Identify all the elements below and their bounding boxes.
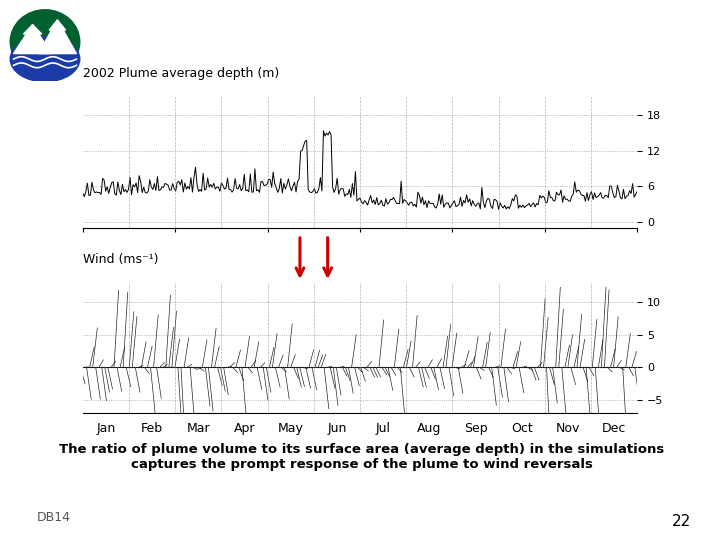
Ellipse shape (10, 36, 80, 82)
Text: DB14: DB14 (37, 511, 71, 524)
Text: 2002 Plume average depth (m): 2002 Plume average depth (m) (83, 68, 279, 80)
Text: 22: 22 (672, 514, 691, 529)
Ellipse shape (8, 8, 82, 76)
Text: The ratio of plume volume to its surface area (average depth) in the simulations: The ratio of plume volume to its surface… (59, 443, 665, 471)
Polygon shape (49, 20, 66, 30)
Polygon shape (38, 20, 76, 53)
Text: Plume variability: average depth: Plume variability: average depth (184, 30, 622, 54)
Polygon shape (14, 25, 52, 53)
Ellipse shape (10, 10, 80, 74)
Polygon shape (24, 25, 42, 34)
Text: Wind (ms⁻¹): Wind (ms⁻¹) (83, 253, 158, 266)
